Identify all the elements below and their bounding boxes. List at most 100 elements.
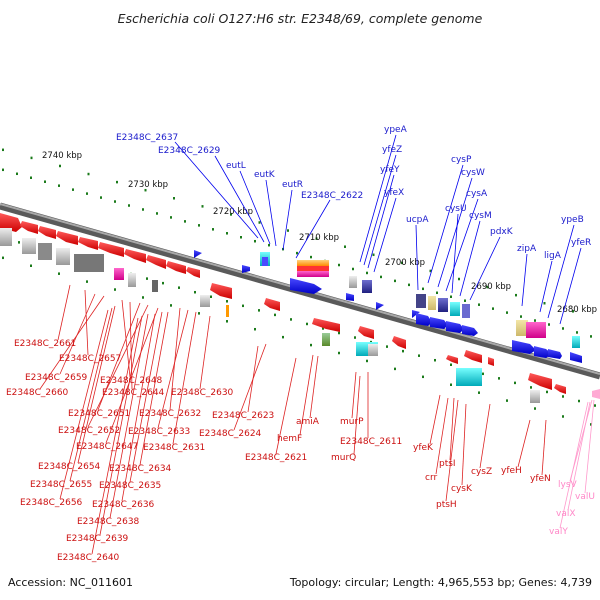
tick-dot (2, 148, 4, 152)
leader-line (539, 260, 553, 313)
leader-line (59, 309, 109, 500)
gene-label: amiA (296, 417, 320, 427)
gene-label: ucpA (406, 215, 429, 225)
tick-label: 2720 kbp (213, 207, 253, 217)
tick-dot (198, 312, 200, 315)
leader-line (299, 354, 314, 436)
leader-line (129, 301, 133, 390)
tick-dot (230, 213, 232, 216)
tick-dot (366, 359, 368, 363)
tick-label: 2740 kbp (42, 151, 82, 161)
tick-dot (436, 291, 438, 295)
tick-dot (562, 415, 564, 418)
tick-label: 2680 kbp (557, 305, 597, 315)
analysis-box (297, 260, 329, 266)
gene-label: ligA (544, 251, 562, 261)
forward-gene-arrow (376, 302, 384, 310)
analysis-box (462, 304, 470, 318)
tick-dot (282, 335, 284, 339)
forward-gene-arrow (416, 313, 432, 326)
gene-label: E2348C_2636 (92, 500, 155, 510)
tick-dot (170, 304, 172, 307)
gene-label: E2348C_2657 (59, 354, 121, 364)
tick-dot (520, 315, 522, 318)
leader-line (91, 317, 139, 555)
leader-line (309, 355, 319, 419)
reverse-gene-arrow (312, 318, 340, 332)
tick-dot (144, 188, 147, 192)
tick-dot (30, 264, 32, 267)
reverse-labels: E2348C_2661 E2348C_2657 E2348C_2659 E234… (6, 339, 551, 563)
reverse-gene-arrow (124, 249, 146, 263)
leader-line (105, 307, 159, 444)
tick-dot (482, 372, 484, 376)
forward-gene-arrow (346, 293, 354, 301)
tick-dot (534, 407, 536, 410)
tick-dot (226, 300, 228, 303)
gene-label: E2348C_2656 (20, 498, 83, 508)
leader-line (461, 403, 467, 486)
reverse-gene-arrow (186, 267, 200, 278)
gene-label: yfeZ (382, 145, 402, 155)
analysis-box (456, 368, 482, 386)
gene-label: E2348C_2611 (340, 437, 402, 447)
analysis-box (128, 273, 136, 287)
leader-line (451, 213, 459, 294)
gene-label: E2348C_2644 (102, 388, 165, 398)
tick-dot (30, 176, 32, 179)
leader-line (121, 313, 156, 502)
forward-labels: E2348C_2637 E2348C_2629 eutL eutK eutR E… (116, 125, 591, 261)
reverse-gene-arrow (210, 283, 232, 299)
analysis-box (297, 271, 329, 277)
gene-label: cysK (451, 484, 473, 494)
gene-label: yfeK (413, 443, 434, 453)
tick-dot (315, 237, 318, 240)
tick-dot (450, 383, 452, 386)
tick-dot (578, 399, 580, 403)
tick-dot (194, 290, 196, 294)
tick-dot (478, 391, 480, 394)
analysis-box (56, 248, 70, 265)
tick-dot (458, 277, 460, 281)
rna-feature-track (592, 389, 600, 399)
leader-line (435, 397, 449, 475)
reverse-gene-arrow (146, 255, 166, 269)
reverse-gene-arrow (446, 355, 458, 364)
tick-dot (530, 386, 532, 389)
leader-line (415, 224, 419, 291)
tick-dot (514, 381, 516, 385)
gene-label: E2348C_2634 (109, 464, 172, 474)
leader-line (57, 284, 71, 341)
gene-label: valX (556, 509, 576, 519)
gene-label: E2348C_2661 (14, 339, 76, 349)
tick-dot (548, 323, 550, 326)
tick-dot (116, 180, 118, 184)
analysis-box (368, 344, 378, 356)
leader-line (39, 295, 105, 390)
tick-dot (464, 299, 466, 302)
analysis-box (38, 243, 52, 260)
tick-dot (338, 351, 340, 355)
reverse-gene-arrow (56, 231, 78, 245)
gene-label: cysA (466, 189, 488, 199)
tick-dot (87, 172, 90, 176)
gene-label: E2348C_2629 (158, 146, 221, 156)
gene-label: yfeH (501, 466, 522, 476)
gene-label: murP (340, 417, 364, 427)
gene-label: E2348C_2639 (66, 534, 129, 544)
tick-dot (128, 204, 130, 207)
gene-label: yfeX (384, 188, 404, 198)
reverse-gene-arrow (554, 384, 566, 394)
gene-label: zipA (517, 244, 537, 254)
leader-line (87, 304, 149, 428)
analysis-box (530, 390, 540, 403)
tick-dot (58, 184, 60, 187)
tick-dot (562, 327, 564, 330)
tick-dot (366, 271, 368, 275)
gene-label: lysV (558, 480, 578, 490)
leader-line (437, 177, 473, 288)
tick-dot (274, 313, 276, 317)
gene-label: E2348C_2635 (99, 481, 161, 491)
leader-line (295, 199, 331, 259)
